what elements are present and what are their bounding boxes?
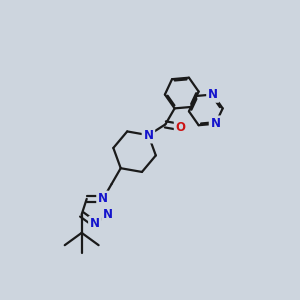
Text: N: N <box>208 88 218 101</box>
Text: N: N <box>98 192 108 206</box>
Text: N: N <box>143 129 153 142</box>
Text: O: O <box>176 121 185 134</box>
Text: N: N <box>103 208 113 221</box>
Text: N: N <box>90 218 100 230</box>
Text: N: N <box>211 117 220 130</box>
